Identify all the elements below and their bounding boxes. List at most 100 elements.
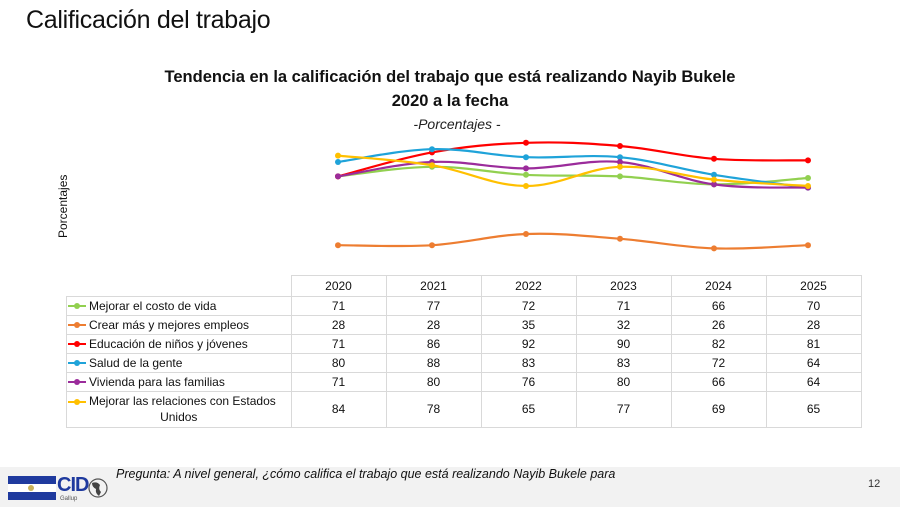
table-cell-value: 71: [575, 295, 672, 316]
table-cell-value: 92: [480, 333, 577, 354]
data-point: [523, 154, 529, 161]
data-point: [429, 162, 435, 169]
series-name: Mejorar el costo de vida: [89, 298, 217, 313]
table-cell-value: 70: [765, 295, 862, 316]
table-cell-value: 83: [480, 352, 577, 373]
table-row: Educación de niños y jóvenes 71 86 92 90 82 81: [66, 333, 862, 354]
data-point: [335, 242, 341, 249]
table-cell-value: 90: [575, 333, 672, 354]
data-point: [711, 171, 717, 178]
table-cell-value: 32: [575, 314, 672, 335]
data-point: [523, 165, 529, 172]
page-number: 12: [868, 478, 881, 490]
table-row: Salud de la gente 80 88 83 83 72 64: [66, 352, 862, 373]
data-table: 2020 2021 2022 2023 2024 2025 Mejorar el cost…: [66, 275, 862, 428]
series-5: [335, 152, 811, 189]
table-cell-value: 86: [385, 333, 482, 354]
data-point: [335, 159, 341, 165]
globe-icon: [88, 478, 108, 498]
data-point: [617, 235, 623, 242]
data-point: [523, 231, 529, 237]
table-cell-value: 69: [670, 390, 767, 428]
series-line: [337, 154, 809, 188]
table-cell-value: 35: [480, 314, 577, 335]
data-point: [617, 159, 623, 165]
table-header-year: 2022: [480, 275, 577, 297]
table-header-year: 2020: [290, 275, 387, 297]
data-point: [805, 183, 811, 189]
series-line: [337, 165, 809, 186]
table-cell-value: 65: [765, 390, 862, 428]
series-1: [335, 231, 811, 252]
table-cell-value: 80: [575, 371, 672, 392]
series-line: [337, 232, 809, 250]
table-row: Crear más y mejores empleos 28 28 35 32 26 28: [66, 314, 862, 335]
table-cell-value: 80: [385, 371, 482, 392]
data-point: [711, 245, 717, 252]
table-cell-value: 71: [290, 371, 387, 392]
legend-marker-icon: [67, 377, 87, 387]
data-point: [617, 173, 623, 180]
legend-marker-icon: [67, 320, 87, 330]
table-cell-value: 81: [765, 333, 862, 354]
table-cell-value: 77: [575, 390, 672, 428]
series-line: [337, 148, 809, 189]
table-cell-value: 65: [480, 390, 577, 428]
table-cell-value: 78: [385, 390, 482, 428]
series-name: Mejorar las relaciones con Estados: [89, 394, 276, 408]
table-row: Vivienda para las familias 71 80 76 80 66 64: [66, 371, 862, 392]
legend-marker-icon: [67, 397, 87, 407]
data-point: [335, 152, 341, 159]
series-0: [335, 163, 811, 188]
table-header-year: 2021: [385, 275, 482, 297]
table-header-year: 2025: [765, 275, 862, 297]
table-cell-value: 28: [765, 314, 862, 335]
data-point: [523, 171, 529, 178]
chart-title: Tendencia en la calificación del trabajo…: [164, 68, 736, 86]
table-cell-value: 80: [290, 352, 387, 373]
data-point: [805, 157, 811, 164]
data-point: [805, 175, 811, 181]
data-point: [523, 139, 529, 146]
table-cell-value: 77: [385, 295, 482, 316]
gallup-logo-text: Gallup: [60, 496, 78, 502]
table-cell-value: 64: [765, 352, 862, 373]
table-header-year: 2024: [670, 275, 767, 297]
table-cell-value: 26: [670, 314, 767, 335]
line-chart-plot: [335, 139, 811, 252]
table-cell-value: 83: [575, 352, 672, 373]
legend-marker-icon: [67, 301, 87, 311]
table-row: Mejorar las relaciones con Estados Unidos…: [66, 390, 862, 428]
series-3: [335, 146, 811, 191]
table-cell-value: 66: [670, 295, 767, 316]
series-line: [337, 141, 809, 178]
series-legend-label: Educación de niños y jóvenes: [66, 333, 292, 354]
data-point: [711, 181, 717, 188]
table-cell-value: 71: [290, 333, 387, 354]
table-header-year: 2023: [575, 275, 672, 297]
data-point: [617, 143, 623, 149]
data-point: [805, 242, 811, 249]
el-salvador-flag-icon: [8, 476, 56, 500]
table-cell-value: 66: [670, 371, 767, 392]
series-2: [335, 139, 811, 180]
table-cell-value: 76: [480, 371, 577, 392]
series-name: Crear más y mejores empleos: [89, 317, 250, 332]
table-corner: [66, 275, 292, 297]
data-point: [711, 155, 717, 162]
data-point: [523, 183, 529, 189]
table-header-row: 2020 2021 2022 2023 2024 2025: [66, 275, 862, 297]
legend-marker-icon: [67, 358, 87, 368]
chart-title-line2: 2020 a la fecha: [391, 92, 509, 110]
data-point: [711, 176, 717, 183]
series-legend-label: Vivienda para las familias: [66, 371, 292, 392]
series-name: Vivienda para las familias: [89, 374, 225, 389]
series-legend-label: Mejorar el costo de vida: [66, 295, 292, 316]
series-legend-label: Mejorar las relaciones con Estados Unidos: [66, 390, 292, 428]
series-legend-label: Crear más y mejores empleos: [66, 314, 292, 335]
table-cell-value: 71: [290, 295, 387, 316]
table-cell-value: 28: [385, 314, 482, 335]
series-legend-label: Salud de la gente: [66, 352, 292, 373]
cid-logo: CID: [57, 474, 89, 496]
data-point: [429, 146, 435, 153]
